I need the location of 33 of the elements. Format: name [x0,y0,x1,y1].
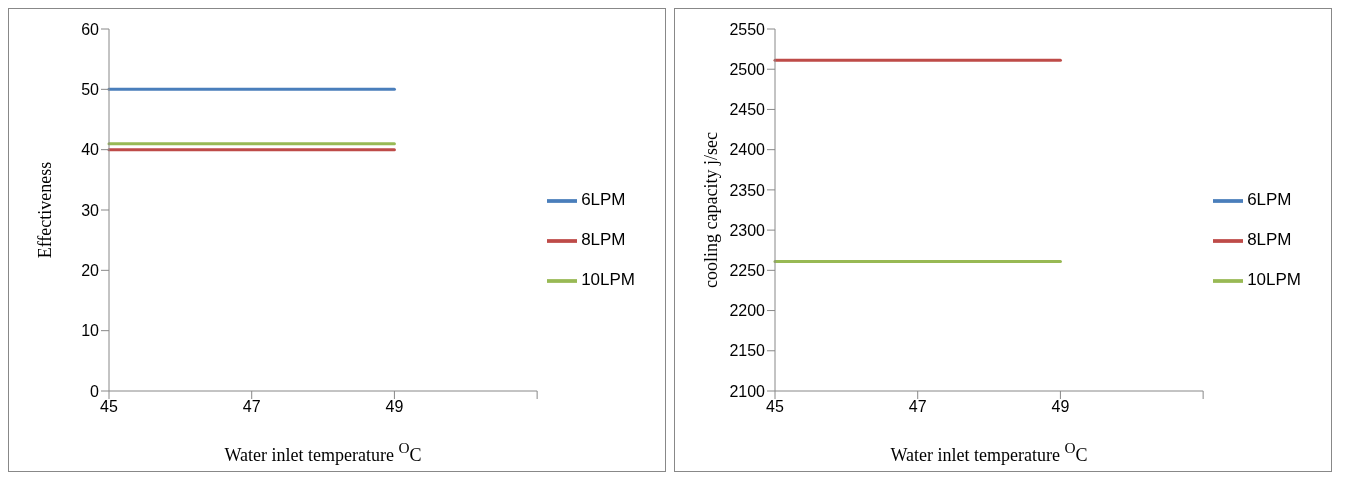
x-tick-label: 49 [1051,398,1070,416]
x-tick-label: 47 [908,398,927,416]
y-tick-label: 2150 [729,342,766,360]
x-tick-label: 45 [766,398,784,416]
legend-label: 8LPM [1247,230,1292,249]
y-tick-label: 0 [90,382,100,400]
legend-label: 10LPM [1247,270,1301,289]
y-tick-label: 2250 [729,262,766,280]
y-tick-label: 2550 [729,20,766,38]
x-tick-label: 45 [100,398,118,416]
y-tick-label: 2350 [729,181,766,199]
legend-label: 10LPM [581,270,635,289]
legend-label: 6LPM [1247,190,1292,209]
legend-label: 6LPM [581,190,626,209]
y-tick-label: 10 [81,322,100,340]
x-axis-title: Water inlet temperature $^{O}$C [890,438,1088,465]
y-tick-label: 2300 [729,221,766,239]
legend-label: 8LPM [581,230,626,249]
y-tick-label: 2400 [729,141,766,159]
x-axis-title: Water inlet temperature $^{O}$C [224,438,422,465]
y-tick-label: 2450 [729,101,766,119]
y-axis-title: Effectiveness [35,161,55,259]
y-tick-label: 60 [81,20,100,38]
y-tick-label: 2500 [729,60,766,78]
x-tick-label: 49 [385,398,404,416]
y-tick-label: 2200 [729,302,766,320]
y-tick-label: 2100 [729,382,766,400]
y-axis-title: cooling capacity j/sec [701,132,721,288]
y-tick-label: 20 [81,262,100,280]
y-tick-label: 40 [81,141,100,159]
y-tick-label: 30 [81,201,100,219]
y-tick-label: 50 [81,81,100,99]
x-tick-label: 47 [242,398,261,416]
